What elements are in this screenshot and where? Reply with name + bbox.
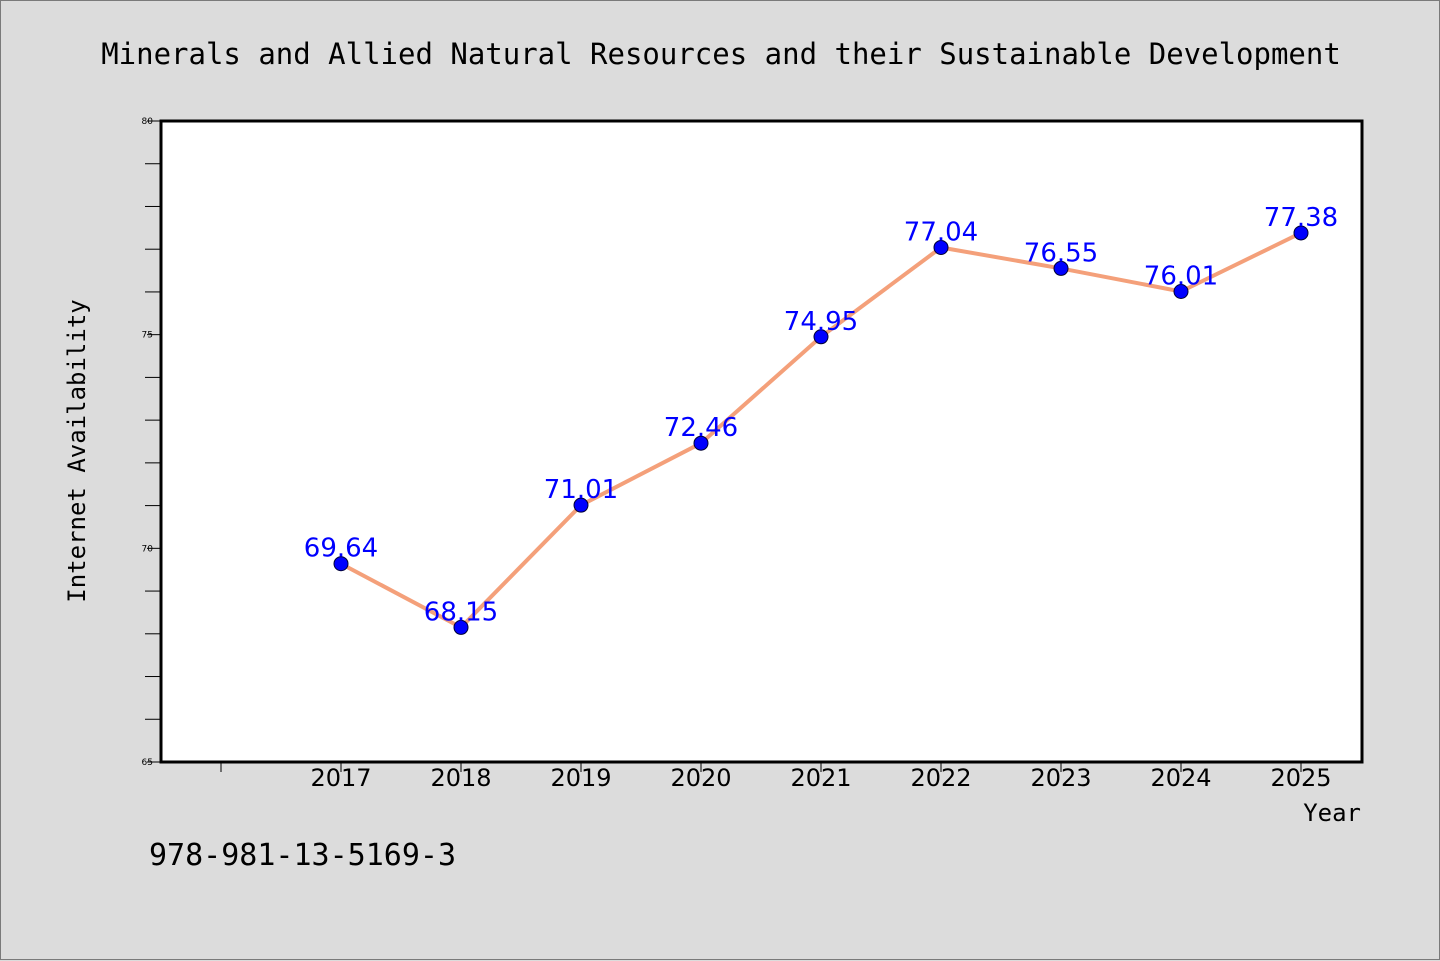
data-label: 69.64 <box>304 534 378 564</box>
data-label: 71.01 <box>544 475 618 505</box>
data-point <box>933 239 949 255</box>
data-label: 77.04 <box>904 217 978 247</box>
x-axis: 2017 2018 2019 2020 2021 2022 2023 2024 2025 <box>220 762 1332 792</box>
x-tick-label: 2023 <box>1030 764 1091 792</box>
x-tick-label: 2022 <box>910 764 971 792</box>
data-label: 77.38 <box>1264 203 1338 233</box>
x-tick-label: 2017 <box>310 764 371 792</box>
data-labels-group: 69.64 68.15 71.01 72.46 74.95 77.04 76.55 76.01… <box>304 203 1338 627</box>
y-tick-label: 65 <box>142 758 153 768</box>
data-label: 76.01 <box>1144 262 1218 292</box>
data-point <box>1173 284 1189 300</box>
data-point <box>813 329 829 345</box>
data-point <box>333 556 349 572</box>
x-tick-label: 2025 <box>1270 764 1331 792</box>
x-tick-label: 2018 <box>430 764 491 792</box>
data-label: 76.55 <box>1024 238 1098 268</box>
x-tick-label: 2021 <box>790 764 851 792</box>
y-tick-label: 70 <box>142 544 154 554</box>
x-tick-label: 2024 <box>1150 764 1211 792</box>
data-point <box>693 435 709 451</box>
x-axis-label: Year <box>1303 799 1361 827</box>
data-label: 72.46 <box>664 413 738 443</box>
chart-title: Minerals and Allied Natural Resources an… <box>101 37 1341 71</box>
x-tick-label: 2019 <box>550 764 611 792</box>
data-point <box>1053 260 1069 276</box>
data-point <box>1293 225 1309 241</box>
data-label: 68.15 <box>424 597 498 627</box>
y-axis: 65 70 75 80 <box>142 117 161 768</box>
markers-group <box>333 225 1309 635</box>
data-label: 74.95 <box>784 307 858 337</box>
data-point <box>453 619 469 635</box>
y-tick-label: 80 <box>142 117 154 127</box>
isbn-annotation: 978-981-13-5169-3 <box>149 838 456 873</box>
y-tick-label: 75 <box>142 331 153 341</box>
x-tick-label: 2020 <box>670 764 731 792</box>
data-point <box>573 497 589 513</box>
plot-area <box>159 119 1364 764</box>
y-axis-label: Internet Availability <box>63 299 91 602</box>
